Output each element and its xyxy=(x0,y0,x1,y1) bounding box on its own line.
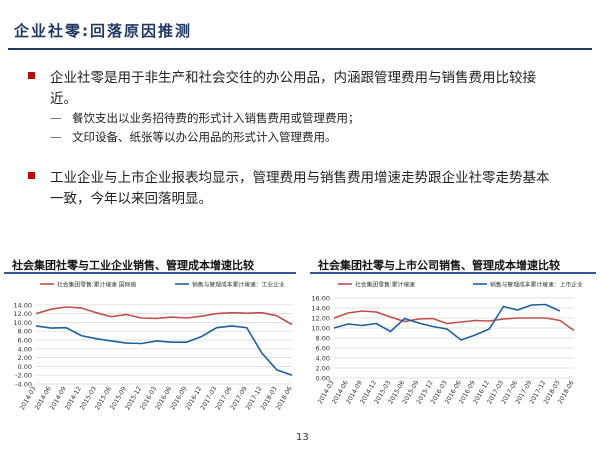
chart-1-title-rule xyxy=(4,272,296,274)
legend-label: 销售与管理成本累计增速：上市企业 xyxy=(490,281,583,289)
page-number: 13 xyxy=(296,432,309,443)
bullet-text: 企业社零是用于非生产和社会交往的办公用品，内涵跟管理费用与销售费用比较接近。 xyxy=(50,70,536,107)
chart-1-title: 社会集团社零与工业企业销售、管理成本增速比较 xyxy=(12,259,254,272)
sub-bullet-text: 餐饮支出以业务招待费的形式计入销售费用或管理费用； xyxy=(72,111,360,125)
y-tick-label: -4.00 xyxy=(15,381,32,389)
chart-1: 14.0012.0010.008.006.004.002.000.00-2.00… xyxy=(13,281,293,412)
legend-label: 销售与管理成本累计增速：工业企业 xyxy=(192,281,285,289)
series-line-1 xyxy=(35,306,293,326)
y-tick-label: -2.00 xyxy=(15,372,32,380)
y-tick-label: 10.00 xyxy=(13,319,32,327)
sub-bullet-1: — 餐饮支出以业务招待费的形式计入销售费用或管理费用； xyxy=(50,110,360,126)
y-tick-label: 16.00 xyxy=(311,295,330,303)
series-line-2 xyxy=(333,303,561,341)
bullet-text: 工业企业与上市企业报表均显示，管理费用与销售费用增速走势跟企业社零走势基本一致，… xyxy=(50,170,550,207)
bullet-item-2: 工业企业与上市企业报表均显示，管理费用与销售费用增速走势跟企业社零走势基本一致，… xyxy=(28,168,560,210)
chart-2-title-rule xyxy=(310,272,596,274)
y-tick-label: 6.00 xyxy=(316,345,330,353)
sub-bullet-dash: — xyxy=(50,130,62,144)
title-divider xyxy=(8,48,592,50)
y-tick-label: 8.00 xyxy=(18,328,32,336)
y-tick-label: 12.00 xyxy=(311,315,330,323)
y-tick-label: 0.00 xyxy=(18,363,32,371)
y-tick-label: 10.00 xyxy=(311,325,330,333)
bullet-item-1: 企业社零是用于非生产和社会交往的办公用品，内涵跟管理费用与销售费用比较接近。 xyxy=(28,68,560,110)
slide-title: 企业社零:回落原因推测 xyxy=(14,22,192,40)
y-tick-label: 8.00 xyxy=(316,335,330,343)
slide-header: 企业社零:回落原因推测 xyxy=(0,0,600,58)
sub-bullet-dash: — xyxy=(50,111,62,125)
y-tick-label: 0.00 xyxy=(316,375,330,383)
chart-2-title: 社会集团社零与上市公司销售、管理成本增速比较 xyxy=(318,259,560,272)
series-line-1 xyxy=(333,310,575,332)
bullet-marker xyxy=(28,72,35,79)
y-tick-label: 14.00 xyxy=(13,301,32,309)
y-tick-label: 6.00 xyxy=(18,337,32,345)
y-tick-label: 2.00 xyxy=(316,365,330,373)
legend-label: 社会集团零售:累计增速 xyxy=(355,281,415,289)
bullet-marker xyxy=(28,172,35,179)
sub-bullet-text: 文印设备、纸张等以办公用品的形式计入管理费用。 xyxy=(72,130,337,144)
series-line-2 xyxy=(35,325,293,376)
chart-2: 16.00 14.00 12.00 10.00 8.00 6.00 4.00 2.00 0.00… xyxy=(311,281,583,406)
y-tick-label: 2.00 xyxy=(18,354,32,362)
sub-bullet-2: — 文印设备、纸张等以办公用品的形式计入管理费用。 xyxy=(50,129,337,145)
y-tick-label: 12.00 xyxy=(13,310,32,318)
y-tick-label: 4.00 xyxy=(18,345,32,353)
legend-label: 社会集团零售:累计增速 国网值 xyxy=(57,281,136,289)
y-tick-label: 4.00 xyxy=(316,355,330,363)
y-tick-label: 14.00 xyxy=(311,305,330,313)
